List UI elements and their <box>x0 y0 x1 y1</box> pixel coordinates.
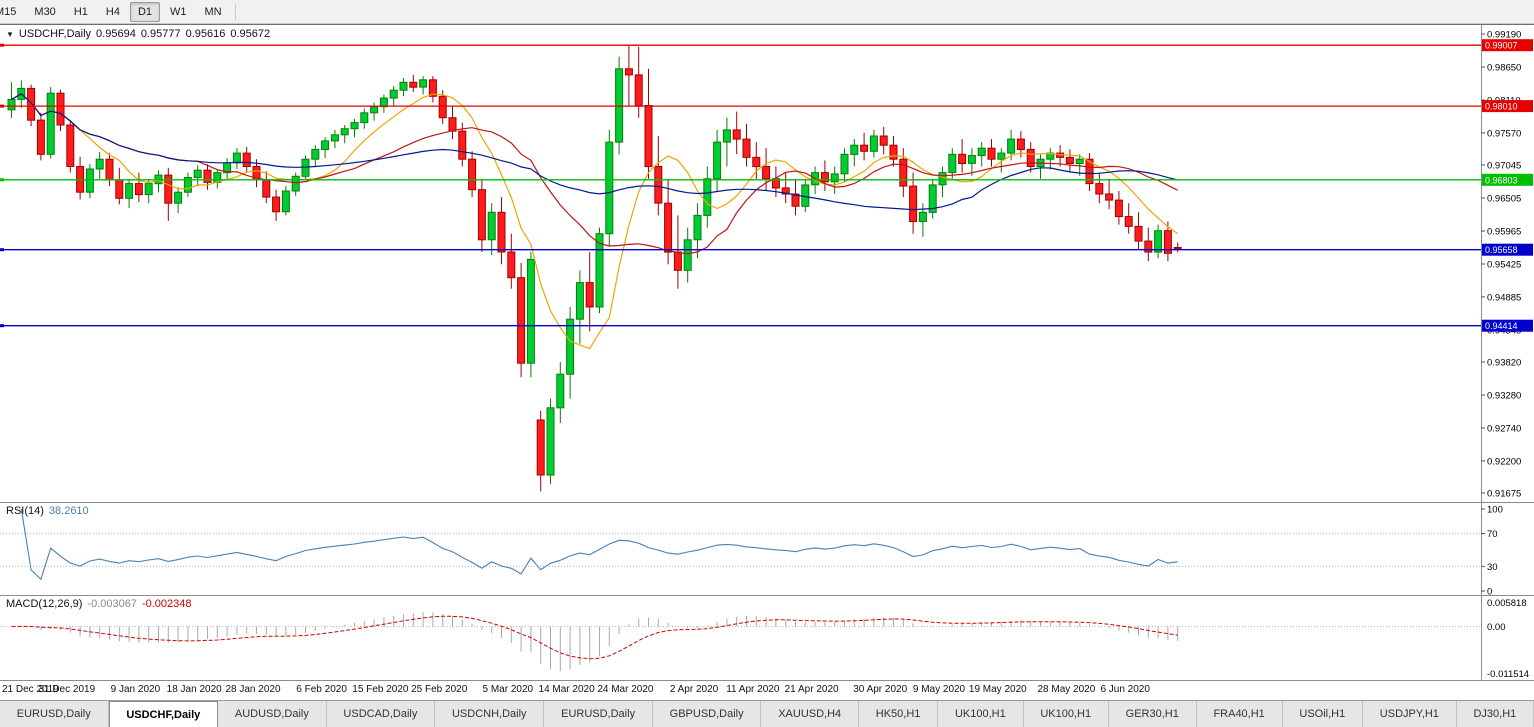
chart-tab-uk100-h1[interactable]: UK100,H1 <box>938 701 1024 727</box>
svg-text:0.00: 0.00 <box>1487 622 1506 633</box>
chart-tab-xauusd-h4[interactable]: XAUUSD,H4 <box>761 701 859 727</box>
svg-text:0.005818: 0.005818 <box>1487 598 1527 609</box>
rsi-axis[interactable]: 100 70 30 0 <box>1481 503 1503 595</box>
macd-axis[interactable]: 0.005818 0.00 -0.011514 <box>1481 596 1530 680</box>
svg-text:0.93280: 0.93280 <box>1487 391 1521 402</box>
price-chart-canvas[interactable]: 0.991900.986500.981100.975700.970450.965… <box>0 25 1534 502</box>
svg-text:70: 70 <box>1487 529 1498 540</box>
macd-canvas[interactable]: 0.005818 0.00 -0.011514 <box>0 596 1534 680</box>
price-axis[interactable]: 0.991900.986500.981100.975700.970450.965… <box>1481 25 1533 502</box>
macd-panel[interactable]: 0.005818 0.00 -0.011514 MACD(12,26,9) -0.0… <box>0 595 1534 680</box>
date-label: 2 Apr 2020 <box>669 684 719 695</box>
svg-text:0.97570: 0.97570 <box>1487 128 1521 139</box>
svg-text:0.99007: 0.99007 <box>1485 41 1518 51</box>
collapse-arrow-icon[interactable]: ▼ <box>6 29 14 39</box>
date-label: 21 Apr 2020 <box>784 684 839 695</box>
date-label: 11 Apr 2020 <box>726 684 780 695</box>
date-label: 9 Jan 2020 <box>110 684 161 695</box>
date-label: 5 Mar 2020 <box>482 684 534 695</box>
date-axis[interactable]: 21 Dec 2019 31 Dec 2019 9 Jan 2020 18 Jan 2… <box>0 680 1534 700</box>
date-label: 24 Mar 2020 <box>597 684 654 695</box>
horizontal-level-lines[interactable] <box>0 43 1481 328</box>
date-label: 6 Jun 2020 <box>1100 684 1150 695</box>
timeframe-button-w1[interactable]: W1 <box>170 5 187 18</box>
rsi-levels <box>0 533 1481 567</box>
chart-tab-usdcad-daily[interactable]: USDCAD,Daily <box>326 701 436 727</box>
date-label: 19 May 2020 <box>968 684 1027 695</box>
svg-text:0.93820: 0.93820 <box>1487 358 1521 369</box>
ma-fast-line <box>11 93 1179 350</box>
chart-tab-usoil-h1[interactable]: USOil,H1 <box>1282 701 1364 727</box>
date-label: 28 Jan 2020 <box>225 684 281 695</box>
timeframe-button-h1[interactable]: H1 <box>73 5 88 18</box>
chart-tab-usdjpy-h1[interactable]: USDJPY,H1 <box>1363 701 1457 727</box>
date-label: 15 Feb 2020 <box>352 684 409 695</box>
svg-text:0.97045: 0.97045 <box>1487 161 1521 172</box>
svg-text:0.95425: 0.95425 <box>1487 260 1521 271</box>
svg-text:0.94414: 0.94414 <box>1485 321 1518 331</box>
svg-text:0.98010: 0.98010 <box>1485 102 1518 112</box>
chart-tab-usdchf-daily[interactable]: USDCHF,Daily <box>108 701 219 727</box>
price-panel[interactable]: 0.991900.986500.981100.975700.970450.965… <box>0 25 1534 502</box>
ma-slow-line <box>11 93 1178 211</box>
ma-medium-line <box>11 93 1178 255</box>
macd-histogram <box>20 612 1179 672</box>
svg-text:0.98650: 0.98650 <box>1487 63 1521 74</box>
timeframe-button-m15[interactable]: M15 <box>0 5 17 18</box>
date-label: 6 Feb 2020 <box>296 684 347 695</box>
chart-tab-audusd-daily[interactable]: AUDUSD,Daily <box>218 701 327 727</box>
date-label: 30 Apr 2020 <box>853 684 908 695</box>
chart-tab-dj30-h1[interactable]: DJ30,H1 <box>1456 701 1534 727</box>
rsi-canvas[interactable]: 100 70 30 0 <box>0 503 1534 595</box>
chart-tab-eurusd-daily[interactable]: EURUSD,Daily <box>0 701 109 727</box>
timeframe-toolbar: M15 M30 H1 H4 D1 W1 MN <box>0 0 1534 24</box>
chart-tab-gbpusd-daily[interactable]: GBPUSD,Daily <box>652 701 762 727</box>
chart-tab-hk50-h1[interactable]: HK50,H1 <box>858 701 939 727</box>
timeframe-button-mn[interactable]: MN <box>204 5 222 18</box>
svg-text:0: 0 <box>1487 587 1492 596</box>
svg-text:0.92200: 0.92200 <box>1487 456 1521 467</box>
svg-text:0.92740: 0.92740 <box>1487 424 1521 435</box>
svg-text:0.96505: 0.96505 <box>1487 194 1521 205</box>
chart-tab-ger30-h1[interactable]: GER30,H1 <box>1108 701 1197 727</box>
rsi-panel[interactable]: 100 70 30 0 RSI(14) 38.2610 <box>0 502 1534 595</box>
chart-area: 0.991900.986500.981100.975700.970450.965… <box>0 24 1534 700</box>
timeframe-button-d1[interactable]: D1 <box>129 1 160 22</box>
svg-text:0.96803: 0.96803 <box>1485 175 1518 185</box>
svg-text:100: 100 <box>1487 505 1503 516</box>
svg-text:30: 30 <box>1487 562 1498 573</box>
candlestick-series <box>7 45 1182 492</box>
svg-text:0.94885: 0.94885 <box>1487 292 1521 303</box>
timeframe-button-m30[interactable]: M30 <box>34 5 56 18</box>
macd-signal-line <box>11 615 1178 660</box>
date-label: 9 May 2020 <box>912 684 966 695</box>
date-label: 14 Mar 2020 <box>538 684 595 695</box>
chart-tab-fra40-h1[interactable]: FRA40,H1 <box>1196 701 1283 727</box>
chart-tabs-bar: EURUSD,Daily USDCHF,Daily AUDUSD,Daily USDC… <box>0 700 1534 727</box>
date-label: 21 Dec 2019 <box>2 684 59 695</box>
chart-tab-usdcnh-daily[interactable]: USDCNH,Daily <box>435 701 545 727</box>
toolbar-separator <box>234 3 236 20</box>
rsi-line <box>20 508 1178 581</box>
svg-text:0.91675: 0.91675 <box>1487 489 1521 500</box>
svg-text:0.95965: 0.95965 <box>1487 227 1521 238</box>
date-label: 25 Feb 2020 <box>411 684 468 695</box>
date-label: 28 May 2020 <box>1037 684 1096 695</box>
svg-text:0.95658: 0.95658 <box>1485 245 1518 255</box>
timeframe-button-h4[interactable]: H4 <box>105 5 120 18</box>
svg-text:0.99190: 0.99190 <box>1487 30 1521 41</box>
date-label: 18 Jan 2020 <box>166 684 222 695</box>
svg-text:-0.011514: -0.011514 <box>1487 669 1529 680</box>
chart-tab-eurusd-daily[interactable]: EURUSD,Daily <box>544 701 653 727</box>
date-label: 31 Dec 2019 <box>38 684 96 695</box>
chart-tab-uk100-h1[interactable]: UK100,H1 <box>1023 701 1109 727</box>
